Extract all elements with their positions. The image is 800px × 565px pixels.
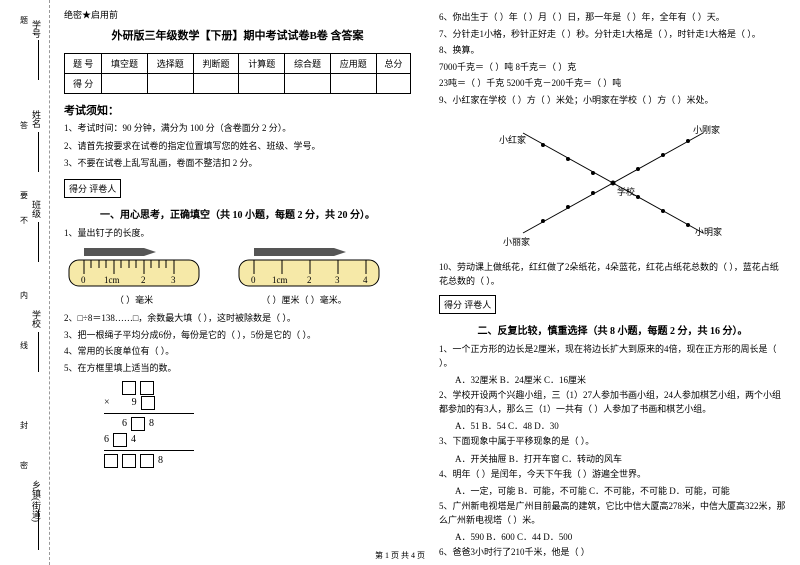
- svg-text:2: 2: [141, 275, 146, 285]
- notice-item: 1、考试时间：90 分钟，满分为 100 分（含卷面分 2 分）。: [64, 122, 411, 136]
- svg-text:小刚家: 小刚家: [693, 124, 720, 135]
- q2: 2、□÷8＝138……□，余数最大填（ ），这时被除数是（ ）。: [64, 312, 411, 326]
- cell: [376, 74, 410, 94]
- q8b: 23吨＝（ ）千克 5200千克－200千克＝（ ）吨: [439, 77, 786, 91]
- cell: [239, 74, 285, 94]
- margin-line: [38, 40, 39, 80]
- cell: 应用题: [330, 54, 376, 74]
- q8a: 7000千克＝（ ）吨 8千克＝（ ）克: [439, 61, 786, 75]
- binding-margin: 学号 姓名 班级 学校 乡镇(街道) 题 答 要 不 内 线 封 密: [0, 0, 50, 565]
- s2q3: 3、下面现象中属于平移现象的是（ ）。: [439, 435, 786, 449]
- ruler-2: 0 1cm 2 3 4 （ ）厘米（ ）毫米。: [234, 246, 374, 306]
- cell: [193, 74, 239, 94]
- cell: 选择题: [147, 54, 193, 74]
- s2q5: 5、广州新电视塔是广州目前最高的建筑，它比中信大厦高278米，中信大厦高322米…: [439, 500, 786, 527]
- cell: [102, 74, 148, 94]
- notice-title: 考试须知：: [64, 102, 411, 118]
- svg-text:0: 0: [81, 275, 86, 285]
- margin-line: [38, 222, 39, 262]
- margin-label-name: 姓名: [30, 110, 43, 128]
- cell: 题 号: [65, 54, 102, 74]
- table-row: 题 号 填空题 选择题 判断题 计算题 综合题 应用题 总分: [65, 54, 411, 74]
- svg-text:3: 3: [171, 275, 176, 285]
- svg-text:小明家: 小明家: [695, 226, 722, 237]
- right-column: 6、你出生于（ ）年（ ）月（ ）日，那一年是（ ）年，全年有（ ）天。 7、分…: [425, 0, 800, 565]
- ruler-1: 0 1cm 2 3 （ ）毫米: [64, 246, 204, 306]
- cell: [285, 74, 331, 94]
- margin-char: 封: [20, 420, 28, 431]
- svg-text:小丽家: 小丽家: [503, 236, 530, 247]
- page-footer: 第 1 页 共 4 页: [0, 550, 800, 561]
- margin-char: 题: [20, 15, 28, 26]
- svg-text:4: 4: [363, 275, 368, 285]
- q10: 10、劳动课上做纸花，红红做了2朵纸花，4朵蓝花，红花占纸花总数的（ ），蓝花占…: [439, 261, 786, 288]
- q7: 7、分针走1小格，秒针正好走（ ）秒。分针走1大格是（ ），时针走1大格是（ ）…: [439, 28, 786, 42]
- svg-text:学校: 学校: [617, 186, 635, 197]
- s2q5opts: A．590 B．600 C．44 D．500: [455, 530, 786, 543]
- ruler2-label: （ ）厘米（ ）毫米。: [234, 293, 374, 306]
- margin-char: 密: [20, 460, 28, 471]
- margin-label-town: 乡镇(街道): [30, 480, 43, 522]
- svg-text:小红家: 小红家: [499, 134, 526, 145]
- ruler1-label: （ ）毫米: [64, 293, 204, 306]
- q6: 6、你出生于（ ）年（ ）月（ ）日，那一年是（ ）年，全年有（ ）天。: [439, 11, 786, 25]
- margin-label-class: 班级: [30, 200, 43, 218]
- cell: [330, 74, 376, 94]
- svg-text:1cm: 1cm: [104, 275, 120, 285]
- cell: 计算题: [239, 54, 285, 74]
- cell: [147, 74, 193, 94]
- margin-char: 线: [20, 340, 28, 351]
- svg-text:1cm: 1cm: [272, 275, 288, 285]
- multiplication-figure: ×9 68 64 8: [104, 381, 411, 469]
- left-column: 绝密★启用前 外研版三年级数学【下册】期中考试试卷B卷 含答案 题 号 填空题 …: [50, 0, 425, 565]
- score-table: 题 号 填空题 选择题 判断题 计算题 综合题 应用题 总分 得 分: [64, 53, 411, 94]
- cell: 判断题: [193, 54, 239, 74]
- cell: 填空题: [102, 54, 148, 74]
- s2q1: 1、一个正方形的边长是2厘米，现在将边长扩大到原来的4倍，现在正方形的周长是（ …: [439, 343, 786, 370]
- table-row: 得 分: [65, 74, 411, 94]
- q3: 3、把一根绳子平均分成6份，每份是它的（ ），5份是它的（ ）。: [64, 329, 411, 343]
- cell: 总分: [376, 54, 410, 74]
- q4: 4、常用的长度单位有（ ）。: [64, 345, 411, 359]
- s2q2: 2、学校开设两个兴趣小组，三（1）27人参加书画小组，24人参加棋艺小组，两个小…: [439, 389, 786, 416]
- margin-label-xuehao: 学号: [30, 20, 43, 38]
- notice-item: 2、请首先按要求在试卷的指定位置填写您的姓名、班级、学号。: [64, 140, 411, 154]
- margin-char: 答: [20, 120, 28, 131]
- margin-char: 要: [20, 190, 28, 201]
- score-box-2: 得分 评卷人: [439, 295, 496, 314]
- svg-text:0: 0: [251, 275, 256, 285]
- s2q4opts: A．一定，可能 B．可能，不可能 C．不可能，不可能 D．可能，可能: [455, 484, 786, 497]
- svg-text:2: 2: [307, 275, 312, 285]
- score-box: 得分 评卷人: [64, 179, 121, 198]
- direction-diagram: 小刚家 小明家 小丽家 小红家 学校: [439, 113, 786, 255]
- margin-line: [38, 510, 39, 550]
- margin-line: [38, 332, 39, 372]
- svg-text:3: 3: [335, 275, 340, 285]
- margin-char: 内: [20, 290, 28, 301]
- ruler-figures: 0 1cm 2 3 （ ）毫米 0 1cm: [64, 246, 411, 306]
- q1: 1、量出钉子的长度。: [64, 227, 411, 241]
- notice-item: 3、不要在试卷上乱写乱画，卷面不整洁扣 2 分。: [64, 157, 411, 171]
- q9: 9、小红家在学校（ ）方（ ）米处；小明家在学校（ ）方（ ）米处。: [439, 94, 786, 108]
- s2q3a: A．开关抽屉 B．打开车窗 C．转动的风车: [455, 452, 786, 465]
- exam-title: 外研版三年级数学【下册】期中考试试卷B卷 含答案: [64, 27, 411, 43]
- secret-label: 绝密★启用前: [64, 8, 411, 21]
- s2q2opts: A．51 B．54 C．48 D．30: [455, 419, 786, 432]
- margin-label-school: 学校: [30, 310, 43, 328]
- cell: 综合题: [285, 54, 331, 74]
- cell: 得 分: [65, 74, 102, 94]
- margin-char: 不: [20, 215, 28, 226]
- s2q1opts: A．32厘米 B．24厘米 C．16厘米: [455, 373, 786, 386]
- section2-title: 二、反复比较，慎重选择（共 8 小题，每题 2 分，共 16 分）。: [439, 322, 786, 337]
- margin-line: [38, 132, 39, 172]
- section1-title: 一、用心思考，正确填空（共 10 小题，每题 2 分，共 20 分）。: [64, 206, 411, 221]
- q5: 5、在方框里填上适当的数。: [64, 362, 411, 376]
- q8: 8、换算。: [439, 44, 786, 58]
- s2q4: 4、明年（ ）是闰年，今天下午我（ ）游遍全世界。: [439, 468, 786, 482]
